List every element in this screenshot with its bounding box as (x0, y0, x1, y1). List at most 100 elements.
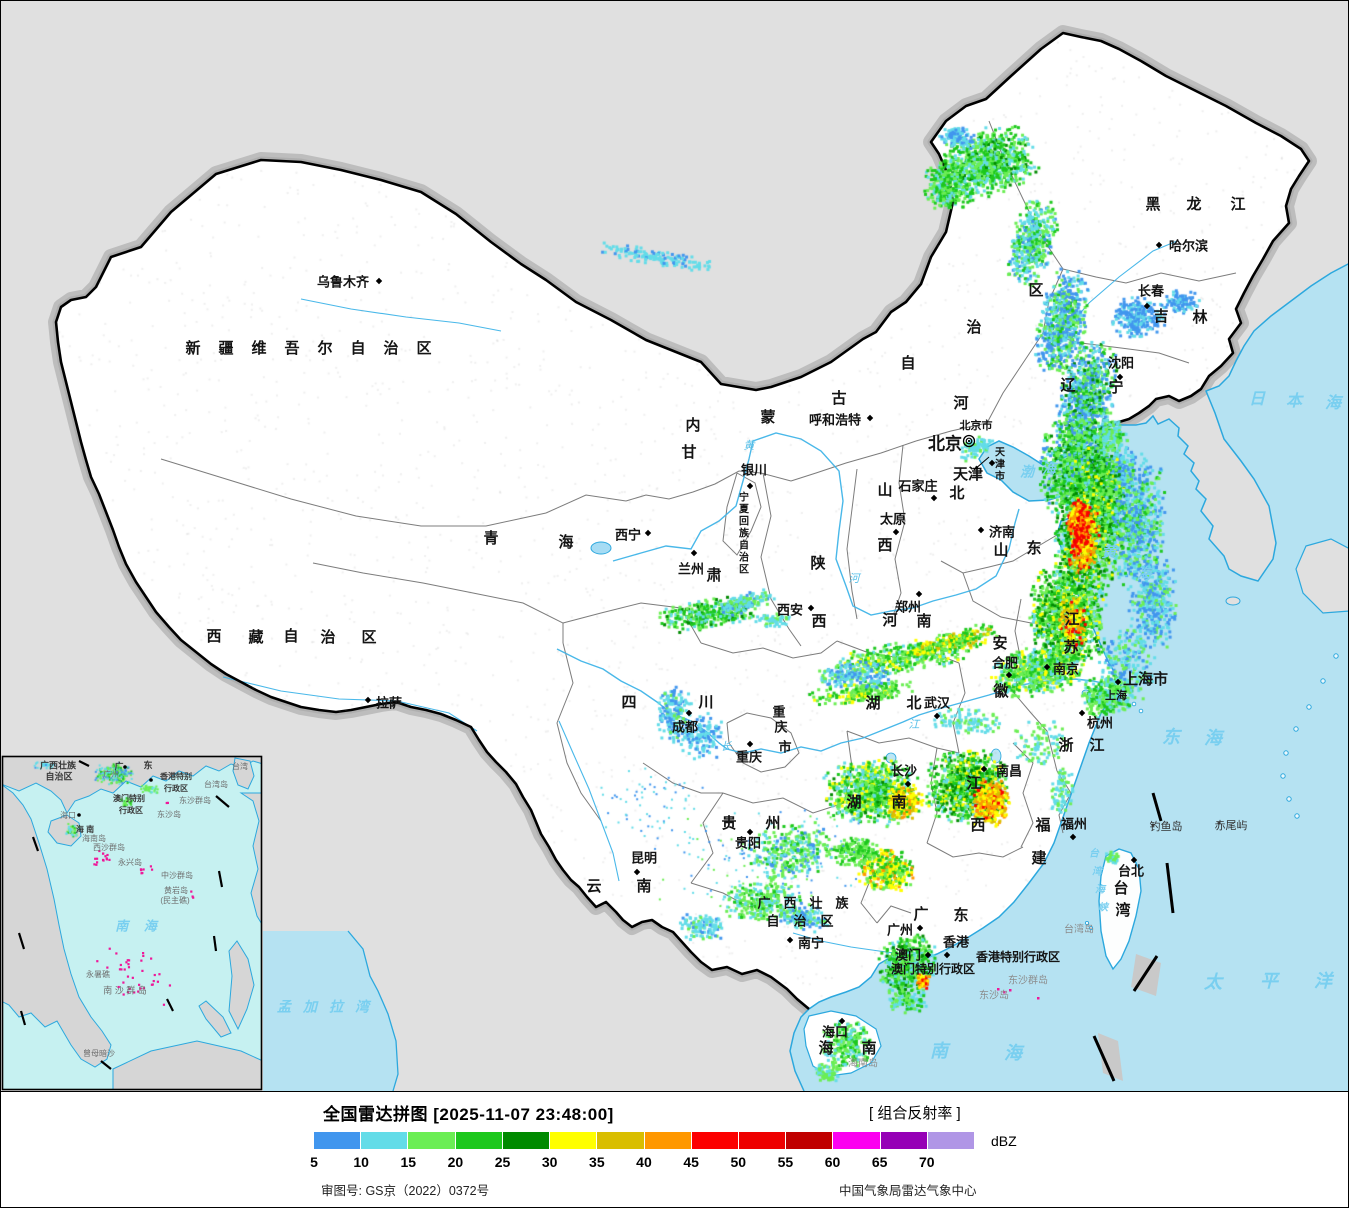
province-label: 广 (757, 895, 770, 910)
inset-island-speck (96, 960, 99, 963)
city-label: 武汉 (924, 695, 951, 710)
inset-island-speck (106, 853, 109, 857)
sea-label: 峡 (1098, 902, 1110, 914)
dbz-value-label: 5 (310, 1154, 318, 1170)
inset-island-speck (140, 959, 143, 962)
province-label: 回 (739, 516, 749, 528)
city-marker (375, 277, 383, 285)
dbz-value-label: 70 (919, 1154, 935, 1170)
inset-island-speck (139, 987, 142, 990)
dbz-color-45 (690, 1132, 738, 1149)
city-label: 广州 (887, 922, 913, 937)
city-marker (924, 951, 932, 959)
province-label: 江 (1230, 195, 1245, 213)
province-label: 北 (906, 695, 921, 712)
province-label: 区 (739, 564, 749, 576)
city-marker (943, 951, 951, 959)
city-marker (1078, 709, 1086, 717)
province-label: 台 (1113, 879, 1128, 897)
province-label: 市 (778, 739, 791, 754)
inset-boundary-dash (17, 932, 26, 950)
province-label: 区 (416, 340, 431, 357)
dbz-value-label: 35 (589, 1154, 605, 1170)
inset-island-speck (150, 983, 154, 986)
beijing-shi-label: 北京市 (960, 418, 993, 432)
dbz-value-label: 50 (730, 1154, 747, 1170)
inset-boundary-dash (217, 870, 224, 888)
sea-label: 平 (1260, 971, 1280, 991)
inset-island-speck (127, 966, 131, 969)
province-label: 南 (891, 793, 906, 811)
inset-island-speck (140, 872, 143, 875)
credit-label: 中国气象局雷达气象中心 (839, 1184, 977, 1198)
province-label: 新 (185, 339, 200, 357)
inset-island-speck (98, 849, 101, 853)
province-label: 湾 (1115, 901, 1130, 919)
province-label: 西 (783, 895, 796, 910)
island-label: 东沙岛 (979, 989, 1009, 1002)
inset-boundary-dash (166, 998, 174, 1012)
city-marker (866, 414, 874, 422)
capital-label: 北京 (928, 433, 962, 453)
province-label: 区 (361, 629, 376, 646)
inset-island-speck (162, 1003, 166, 1006)
province-label: 疆 (218, 340, 233, 357)
inset-island-speck (150, 868, 154, 871)
island-label: 钓鱼岛 (1150, 819, 1183, 833)
province-label: 河 (882, 611, 897, 629)
city-label: 台北 (1118, 863, 1144, 878)
city-marker (364, 696, 372, 704)
sea-label: 海 (1136, 566, 1154, 583)
inset-island-speck (128, 987, 131, 990)
province-label: 安 (992, 634, 1007, 652)
inset-label: 行政区 (118, 805, 143, 815)
map-license: 审图号: GS京（2022）0372号 (321, 1184, 490, 1198)
city-label: 西宁 (615, 527, 641, 542)
province-label: 林 (1192, 308, 1208, 326)
city-label: 昆明 (631, 850, 657, 865)
inset-boundary-dash (78, 760, 90, 767)
city-label: 香港 (942, 934, 970, 949)
province-label: 西 (811, 613, 826, 630)
inset-island-speck (93, 863, 96, 866)
inset-island-speck (142, 868, 145, 871)
maritime-boundary-dash (1092, 1035, 1116, 1082)
province-label: 西 (877, 537, 892, 554)
tianjin-shi-label: 天 (995, 447, 1006, 459)
river-label: 江 (909, 718, 921, 731)
province-label: 湖 (865, 695, 880, 712)
city-marker (980, 765, 988, 773)
city-marker (915, 590, 923, 598)
map-label-layer: 东沙群岛东沙岛台湾岛海南岛钓鱼岛 赤尾屿渤 海黄海东 海南 海日本海太平洋孟加拉湾台湾海… (1, 195, 1344, 1091)
sea-label: 海 (1325, 394, 1344, 412)
city-marker (977, 526, 985, 534)
city-label: 南宁 (798, 935, 824, 950)
inset-label: 海 南 (76, 824, 94, 834)
tianjin-arrowhead (974, 465, 979, 470)
inset-island-speck (168, 984, 172, 987)
city-label: 南昌 (996, 763, 1022, 778)
maritime-boundary-dash (1151, 792, 1163, 822)
city-marker (690, 549, 698, 557)
inset-island-speck (123, 968, 126, 971)
sea-label: 南 (930, 1041, 951, 1061)
inset-label: 南 沙 群 岛 (103, 984, 147, 995)
city-label: 郑州 (895, 599, 921, 614)
city-marker (1114, 678, 1122, 686)
island-label: 东沙群岛 (1008, 974, 1048, 987)
inset-island-speck (156, 980, 160, 983)
city-label: 澳门 (895, 947, 921, 962)
dbz-unit-label: dBZ (991, 1133, 1017, 1149)
dbz-color-20 (454, 1132, 502, 1149)
city-marker (1130, 856, 1138, 864)
province-label: 徽 (992, 682, 1009, 700)
city-marker (1143, 302, 1151, 310)
city-label: 长沙 (891, 763, 917, 778)
province-label: 治 (383, 339, 398, 357)
city-marker (988, 459, 996, 467)
sea-label: 本 (1286, 392, 1304, 410)
inset-label: (民主礁) (160, 895, 190, 905)
dbz-value-label: 10 (353, 1154, 369, 1170)
inset-island-speck (120, 968, 123, 971)
sea-label: 孟 (277, 999, 292, 1015)
